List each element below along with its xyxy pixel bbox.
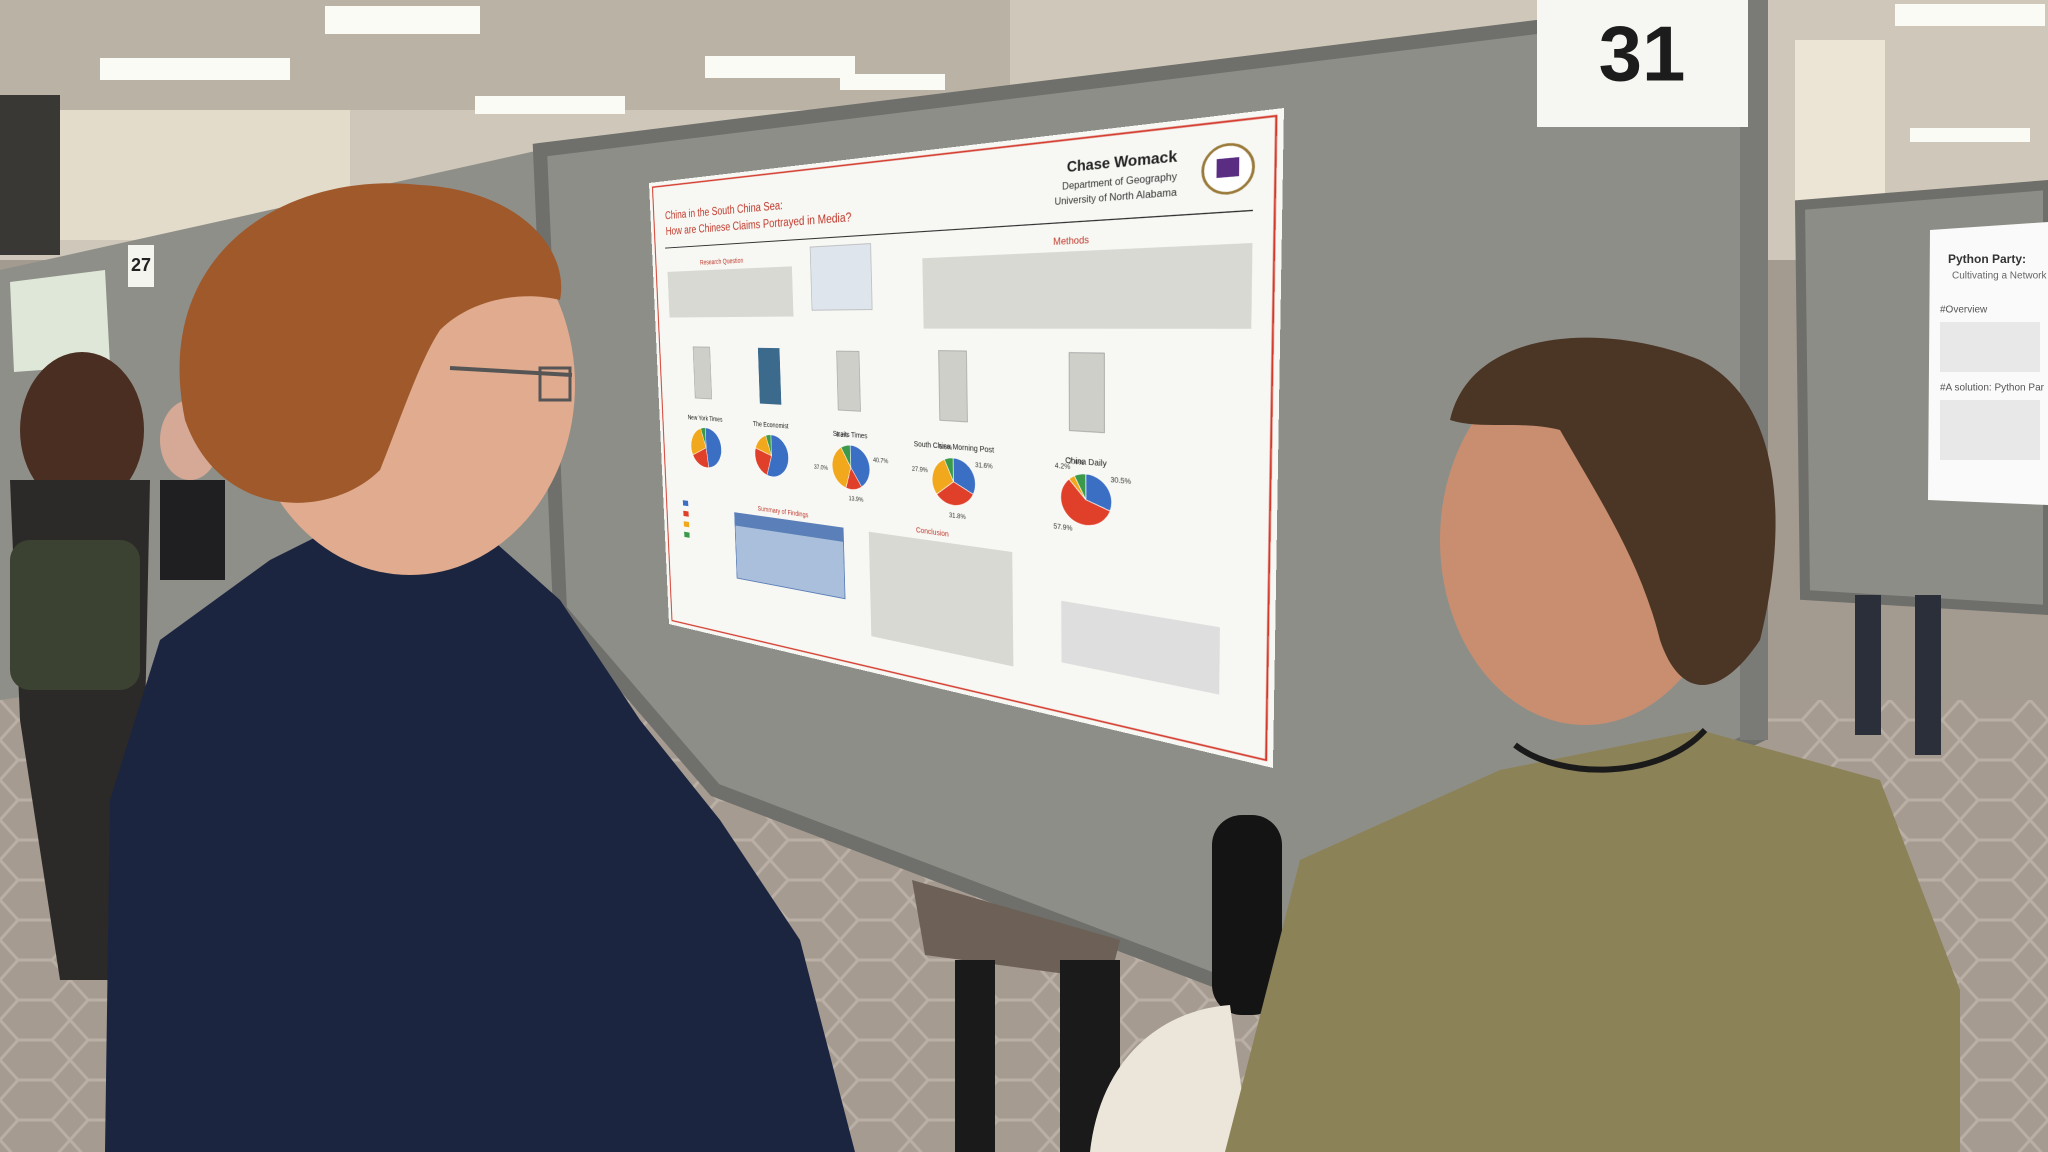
booth-number: 31	[1599, 10, 1686, 98]
ceiling-light	[1895, 4, 2045, 26]
pillar	[1795, 40, 1885, 210]
newspaper-thumbnail	[693, 347, 712, 399]
leg	[1915, 595, 1941, 755]
newspaper-thumbnail	[939, 351, 968, 422]
body-text	[668, 266, 794, 317]
newspaper-thumbnail	[758, 348, 781, 405]
legend-swatch	[683, 500, 689, 506]
pie-label: 6.6%	[939, 442, 953, 451]
pie-label: 37.0%	[814, 463, 828, 471]
legend-swatch	[684, 532, 690, 538]
side-poster-subtitle: Cultivating a Network	[1952, 271, 2047, 282]
pie-label: 7.4%	[1068, 457, 1084, 467]
ceiling-light	[705, 56, 855, 78]
ceiling-light	[100, 58, 290, 80]
newspaper-thumbnail	[1069, 353, 1104, 433]
ceiling-light	[1910, 128, 2030, 142]
ceiling-far	[0, 0, 1010, 110]
doorway	[0, 95, 60, 255]
map	[810, 244, 872, 311]
side-poster-title: Python Party:	[1948, 252, 2026, 266]
side-poster-heading: #A solution: Python Par	[1940, 383, 2045, 394]
pie-label: 27.9%	[912, 465, 928, 474]
ceiling-light	[475, 96, 625, 114]
person-body	[160, 480, 225, 580]
ceiling-light	[840, 74, 945, 90]
side-poster-text	[1940, 400, 2040, 460]
leg	[1855, 595, 1881, 735]
legend-swatch	[684, 521, 690, 527]
pie-label: 30.5%	[1110, 476, 1131, 486]
booth-number: 27	[131, 255, 151, 275]
section-heading: Methods	[1053, 236, 1089, 248]
pie-label: 31.6%	[975, 461, 993, 470]
legend-swatch	[683, 511, 689, 517]
pie-label: 8.3%	[836, 431, 848, 439]
handbag	[10, 540, 140, 690]
side-poster-heading: #Overview	[1940, 305, 1988, 316]
leg	[955, 960, 995, 1152]
side-poster-text	[1940, 322, 2040, 372]
newspaper-thumbnail	[837, 351, 861, 411]
logo	[1216, 157, 1239, 178]
pie-label: 40.7%	[873, 456, 889, 465]
ceiling-light	[325, 6, 480, 34]
